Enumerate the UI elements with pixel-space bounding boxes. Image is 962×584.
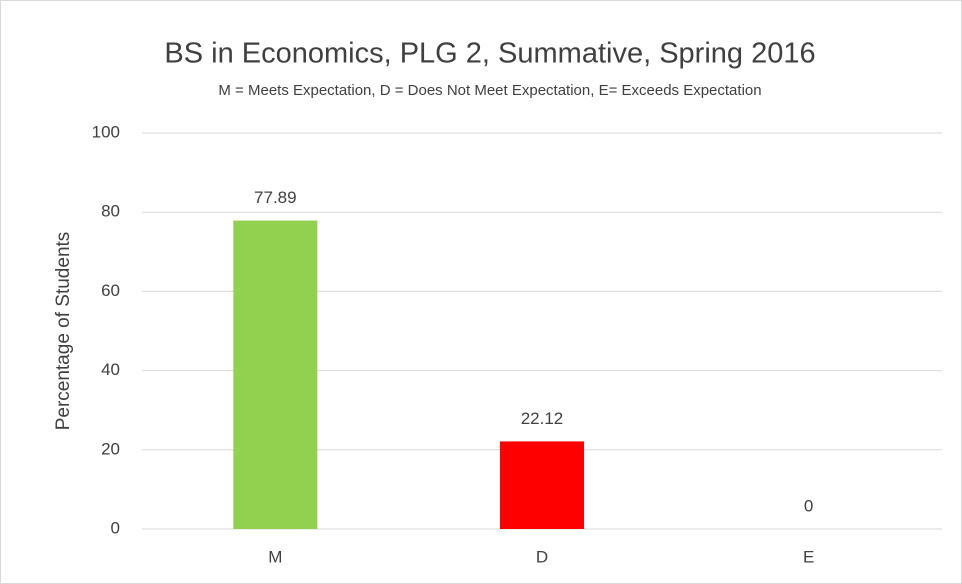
- bar: [233, 220, 318, 529]
- y-tick-label: 100: [92, 122, 120, 141]
- y-tick-label: 40: [101, 360, 120, 379]
- data-label: 77.89: [254, 188, 297, 207]
- bar: [500, 441, 584, 529]
- y-tick-label: 0: [111, 518, 120, 537]
- chart-subtitle: M = Meets Expectation, D = Does Not Meet…: [218, 82, 761, 99]
- y-axis-label: Percentage of Students: [53, 232, 74, 431]
- chart-title: BS in Economics, PLG 2, Summative, Sprin…: [164, 38, 815, 70]
- x-tick-label: D: [536, 547, 548, 566]
- y-tick-label: 60: [101, 281, 120, 300]
- y-tick-label: 80: [101, 202, 120, 221]
- x-tick-label: M: [268, 547, 282, 566]
- data-label: 22.12: [521, 409, 564, 428]
- y-tick-label: 20: [101, 439, 120, 458]
- x-tick-label: E: [803, 547, 814, 566]
- data-label: 0: [804, 496, 813, 515]
